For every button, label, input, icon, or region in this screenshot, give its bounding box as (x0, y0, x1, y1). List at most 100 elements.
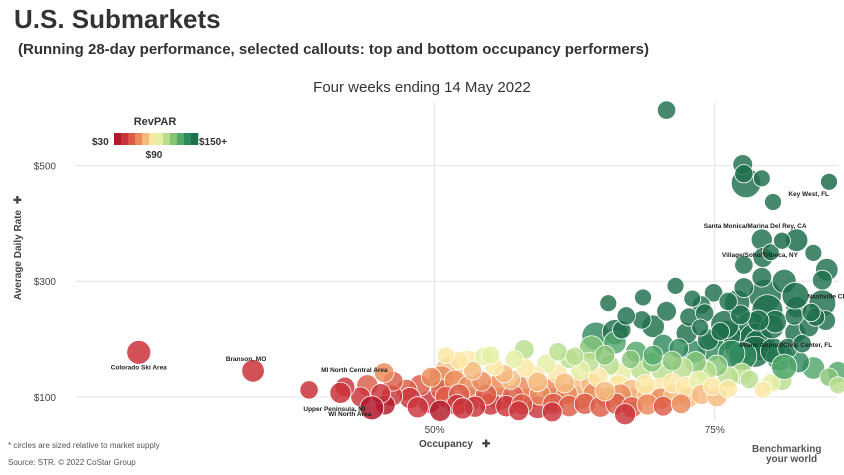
data-point (634, 288, 652, 307)
callout-point-5 (820, 172, 838, 191)
legend-title: RevPAR (134, 116, 177, 128)
legend-swatch-7 (163, 133, 171, 145)
data-point (565, 346, 585, 366)
data-point (733, 277, 755, 298)
data-point (406, 396, 429, 419)
tick-labels: $100 $300 $500 50% 75% (34, 162, 725, 436)
data-point (616, 306, 636, 326)
data-point (527, 371, 548, 393)
callout-point-1 (241, 359, 265, 383)
data-point (734, 255, 754, 275)
legend-color-ramp (114, 133, 199, 145)
page-subtitle: (Running 28-day performance, selected ca… (18, 41, 649, 58)
x-tick-label-0: 50% (425, 425, 445, 436)
callout-label-9: Miami Airport/Civic Center, FL (740, 342, 833, 349)
data-point (554, 372, 575, 394)
data-point (541, 401, 563, 423)
legend-swatch-9 (177, 133, 185, 145)
callout-label-7: Village/Soho/Tribeca, NY (722, 252, 799, 259)
callout-point-4 (359, 395, 385, 421)
data-point (642, 344, 664, 366)
callout-label-1: Branson, MO (226, 356, 266, 363)
legend-swatch-10 (184, 133, 192, 145)
revpar-legend: RevPAR $30 $150+ $90 (92, 116, 227, 161)
data-point (730, 304, 751, 326)
data-point (614, 403, 637, 426)
legend-swatch-8 (170, 133, 178, 145)
data-point (752, 169, 771, 188)
y-axis-pin-icon: ✚ (13, 195, 24, 204)
callout-point-9 (771, 353, 798, 380)
y-tick-label-2: $500 (34, 162, 57, 173)
data-point (829, 376, 844, 395)
callout-point-3 (329, 381, 352, 404)
callout-point-8 (781, 281, 810, 310)
data-point (792, 334, 812, 354)
legend-swatch-1 (121, 133, 129, 145)
data-point (373, 362, 395, 383)
data-point (718, 291, 738, 312)
callout-labels: Colorado Ski Area Branson, MO MI North Cen… (111, 191, 844, 418)
callout-label-3: Upper Peninsula, MI (303, 406, 365, 413)
legend-swatch-0 (114, 133, 122, 145)
data-point (634, 373, 656, 395)
data-point (451, 397, 474, 420)
data-point (666, 276, 685, 295)
data-point (761, 243, 780, 262)
callout-points-layer (126, 172, 838, 421)
source-note: Source: STR. © 2022 CoStar Group (8, 458, 136, 467)
data-point (670, 393, 692, 415)
data-point (739, 369, 760, 390)
callout-label-6: Santa Monica/Marina Del Rey, CA (704, 223, 807, 230)
callout-label-8: Nashville CBD, TN (807, 294, 844, 301)
data-point (661, 350, 683, 372)
data-point (504, 349, 524, 369)
legend-swatch-6 (156, 133, 164, 145)
data-point (436, 346, 455, 365)
legend-swatch-5 (149, 133, 157, 145)
points-layer (334, 100, 844, 426)
data-point (420, 366, 442, 388)
data-point (734, 164, 754, 184)
data-point (801, 302, 821, 323)
legend-swatch-2 (128, 133, 136, 145)
axis-titles: Occupancy ✚ Average Daily Rate ✚ (13, 195, 491, 450)
brand-line-1: Benchmarking (752, 444, 822, 455)
y-tick-label-0: $100 (34, 393, 57, 404)
x-axis-pin-icon: ✚ (482, 439, 491, 450)
legend-swatch-4 (142, 133, 150, 145)
data-point (751, 266, 773, 288)
brand-logo: Benchmarking your world (752, 445, 842, 465)
chart-subtitle: Four weeks ending 14 May 2022 (313, 79, 531, 96)
data-point (784, 306, 804, 326)
callout-point-7 (773, 231, 791, 250)
brand-line-2: your world (766, 454, 818, 465)
data-point (704, 283, 724, 303)
x-axis-title: Occupancy (419, 439, 473, 450)
y-axis-title: Average Daily Rate (13, 209, 24, 300)
data-point (747, 309, 770, 332)
callout-label-5: Key West, FL (788, 191, 829, 198)
data-point (481, 345, 501, 365)
data-point (683, 289, 702, 308)
data-point (804, 244, 823, 262)
data-point (621, 349, 641, 369)
callout-point-2 (299, 380, 319, 400)
data-point (463, 361, 483, 381)
data-point (754, 381, 772, 399)
data-point (764, 193, 782, 211)
callout-label-4: WI North Area (328, 411, 371, 418)
y-tick-label-1: $300 (34, 277, 57, 288)
data-point (594, 344, 616, 366)
callout-label-0: Colorado Ski Area (111, 364, 167, 371)
data-point (508, 400, 529, 422)
data-point (710, 321, 730, 342)
page-title: U.S. Submarkets (14, 4, 221, 34)
footnote: * circles are sized relative to market s… (8, 441, 160, 450)
data-point (718, 379, 738, 399)
legend-min-label: $30 (92, 137, 109, 148)
data-point (594, 380, 616, 402)
data-point (599, 294, 618, 313)
data-point (429, 399, 452, 422)
